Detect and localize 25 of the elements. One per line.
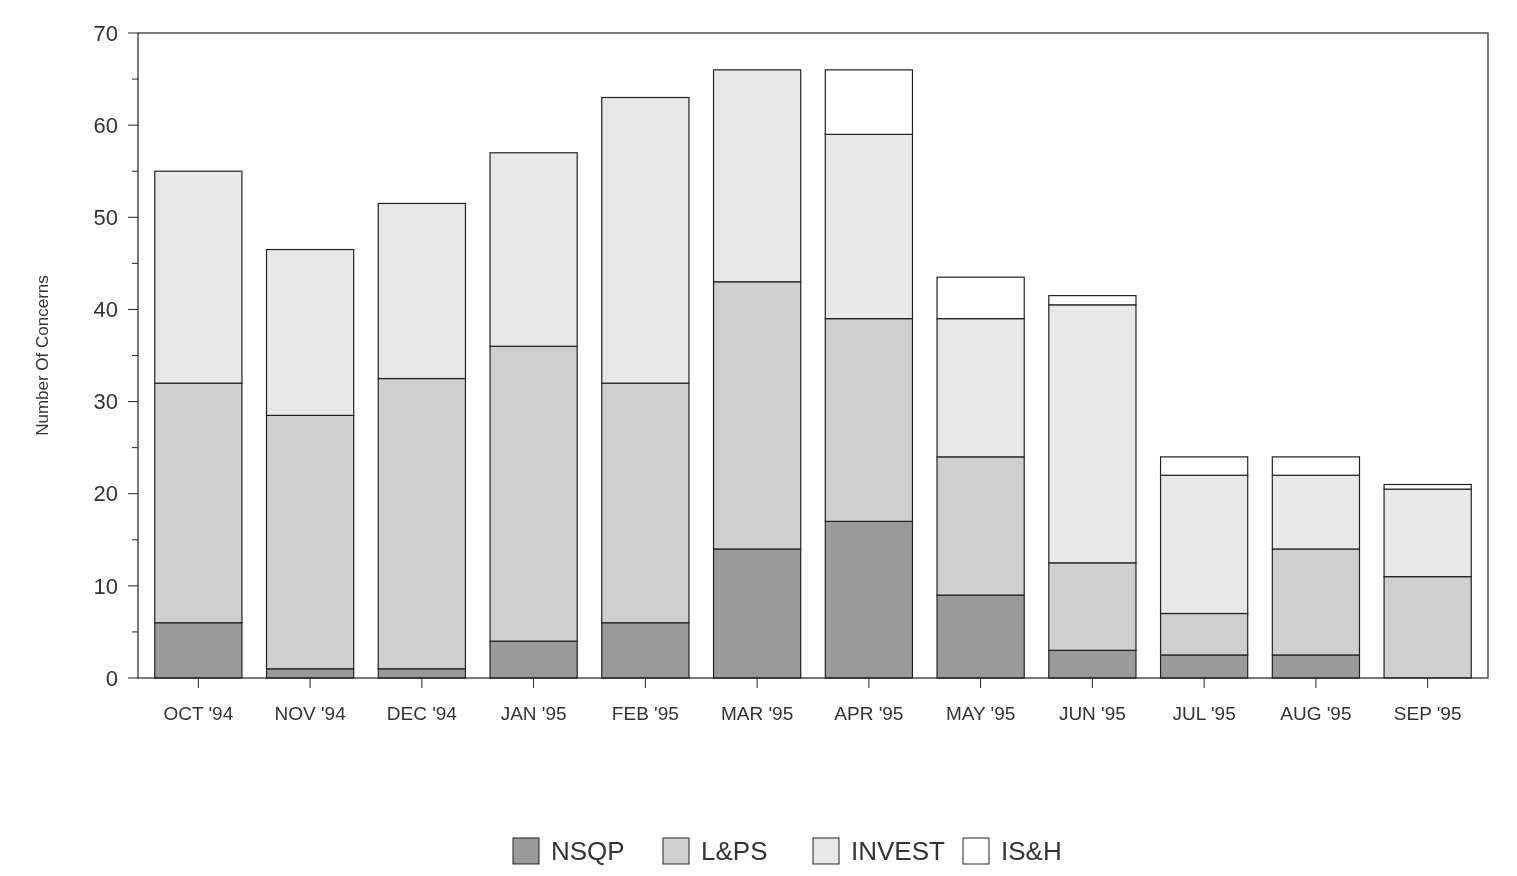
x-tick-label: JUL '95 [1172, 703, 1236, 724]
x-tick-label: OCT '94 [163, 703, 234, 724]
y-tick-label: 30 [93, 389, 118, 415]
x-tick-label: MAR '95 [720, 703, 794, 724]
y-tick-label: 10 [93, 573, 118, 599]
x-tick-label: SEP '95 [1393, 703, 1462, 724]
legend-label: IS&H [1001, 836, 1062, 867]
legend-label: NSQP [551, 836, 625, 867]
y-tick-label: 40 [93, 297, 118, 323]
y-tick-label: 50 [93, 204, 118, 230]
x-tick-label: JUN '95 [1058, 703, 1126, 724]
y-axis-title: Number Of Concerns [33, 275, 52, 436]
legend-label: INVEST [851, 836, 946, 867]
x-tick-label: APR '95 [834, 703, 904, 724]
legend-label: L&PS [701, 836, 768, 867]
x-tick-label: AUG '95 [1280, 703, 1352, 724]
y-tick-label: 20 [93, 481, 118, 507]
y-tick-label: 70 [93, 20, 118, 46]
x-tick-label: JAN '95 [500, 703, 567, 724]
x-tick-label: NOV '94 [274, 703, 347, 724]
x-tick-label: MAY '95 [945, 703, 1016, 724]
x-tick-label: FEB '95 [611, 703, 679, 724]
y-tick-label: 0 [105, 665, 118, 691]
y-tick-label: 60 [93, 112, 118, 138]
x-tick-label: DEC '94 [386, 703, 458, 724]
